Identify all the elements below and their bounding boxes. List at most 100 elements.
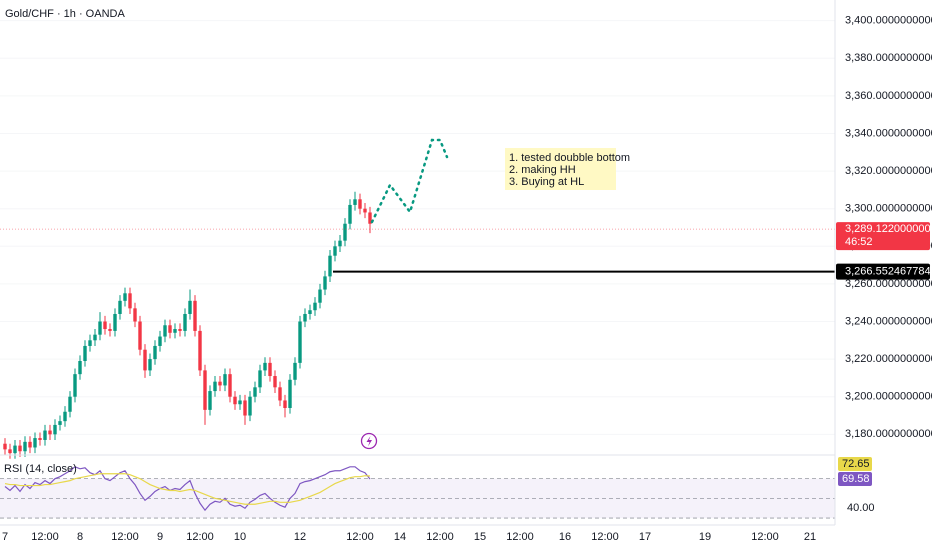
x-tick-label: 9 — [157, 531, 163, 543]
candle-body — [8, 449, 12, 454]
candle-body — [298, 321, 302, 363]
candle-body — [353, 199, 357, 205]
y-tick-label: 3,180.0000000000000 — [845, 428, 932, 440]
candle-body — [323, 276, 327, 290]
candle-body — [358, 199, 362, 209]
x-tick-label: 12:00 — [426, 531, 454, 543]
candle-body — [68, 396, 72, 412]
current-price-box — [836, 222, 930, 251]
current-price-label: 3,289.1220000000000 — [845, 223, 932, 235]
level-label: 3,266.5524677841496 — [845, 265, 932, 277]
candle-body — [363, 208, 367, 213]
candle-body — [263, 362, 267, 371]
event-bolt — [366, 436, 372, 447]
x-tick-label: 12 — [294, 531, 306, 543]
candle-body — [333, 246, 337, 256]
x-tick-label: 15 — [474, 531, 486, 543]
candle-body — [288, 379, 292, 408]
candle-body — [53, 424, 57, 435]
candle-body — [208, 391, 212, 410]
y-tick-label: 3,380.0000000000000 — [845, 52, 932, 64]
x-tick-label: 12:00 — [506, 531, 534, 543]
rsi-title: RSI (14, close) — [4, 463, 77, 475]
candle-body — [278, 387, 282, 401]
candle-body — [153, 345, 157, 360]
candle-body — [113, 313, 117, 331]
x-tick-label: 12:00 — [751, 531, 779, 543]
y-tick-label: 3,300.0000000000000 — [845, 203, 932, 215]
candle-body — [228, 374, 232, 397]
candle-body — [283, 400, 287, 408]
x-tick-label: 7 — [2, 531, 8, 543]
candle-body — [328, 255, 332, 277]
candle-body — [338, 240, 342, 247]
candle-body — [43, 430, 47, 440]
rsi-value-box — [838, 457, 872, 471]
candle-body — [243, 400, 247, 416]
y-tick-label: 3,200.0000000000000 — [845, 391, 932, 403]
countdown-label: 46:52 — [845, 236, 873, 248]
x-tick-label: 12:00 — [591, 531, 619, 543]
candle-body — [268, 362, 272, 377]
candle-body — [168, 325, 172, 333]
candle-body — [248, 396, 252, 416]
rsi-tick-label: 40.00 — [847, 502, 875, 514]
x-tick-label: 12:00 — [31, 531, 59, 543]
candle-body — [188, 300, 192, 314]
x-tick-label: 12:00 — [186, 531, 214, 543]
candle-body — [143, 349, 147, 371]
candle-body — [178, 329, 182, 331]
candle-body — [13, 445, 17, 454]
x-tick-label: 21 — [804, 531, 816, 543]
annotation-line: 3. Buying at HL — [509, 176, 584, 188]
candle-body — [28, 441, 32, 448]
candle-body — [118, 300, 122, 314]
candle-body — [233, 396, 237, 405]
candle-body — [163, 325, 167, 337]
rsi-line — [4, 473, 371, 505]
candle-body — [148, 359, 152, 371]
candle-body — [103, 321, 107, 330]
annotation-box — [505, 148, 616, 190]
candle-body — [123, 293, 127, 301]
annotation-line: 2. making HH — [509, 164, 576, 176]
candle-body — [183, 313, 187, 331]
candle-body — [3, 443, 7, 450]
candle-body — [218, 381, 222, 386]
candle-body — [98, 321, 102, 335]
candle-body — [198, 330, 202, 371]
x-tick-label: 19 — [699, 531, 711, 543]
candle-body — [18, 445, 22, 452]
projection-path — [370, 138, 449, 224]
x-tick-label: 14 — [394, 531, 406, 543]
y-tick-label: 3,340.0000000000000 — [845, 127, 932, 139]
x-tick-label: 8 — [77, 531, 83, 543]
y-tick-label: 3,320.0000000000000 — [845, 165, 932, 177]
candle-body — [128, 293, 132, 309]
y-tick-label: 3,360.0000000000000 — [845, 90, 932, 102]
candle-body — [158, 336, 162, 346]
x-tick-label: 12:00 — [111, 531, 139, 543]
rsi-value-label: 72.65 — [842, 458, 870, 470]
y-tick-label: 3,220.0000000000000 — [845, 353, 932, 365]
candle-body — [273, 376, 277, 388]
rsi-line — [4, 466, 371, 512]
candle-body — [73, 374, 77, 397]
plot-layer — [0, 20, 835, 519]
candle-body — [93, 334, 97, 341]
candle-body — [78, 360, 82, 375]
candle-body — [33, 438, 37, 448]
candle-body — [343, 223, 347, 241]
candle-body — [293, 362, 297, 380]
candle-body — [223, 374, 227, 386]
candle-body — [303, 313, 307, 322]
candle-body — [63, 411, 67, 422]
level-label-box — [836, 263, 930, 280]
candle-body — [238, 400, 242, 405]
candle-body — [253, 387, 257, 397]
candle-body — [258, 370, 262, 388]
candle-body — [83, 345, 87, 361]
candle-body — [313, 302, 317, 311]
event-icon[interactable] — [360, 432, 378, 450]
candle-body — [308, 310, 312, 314]
